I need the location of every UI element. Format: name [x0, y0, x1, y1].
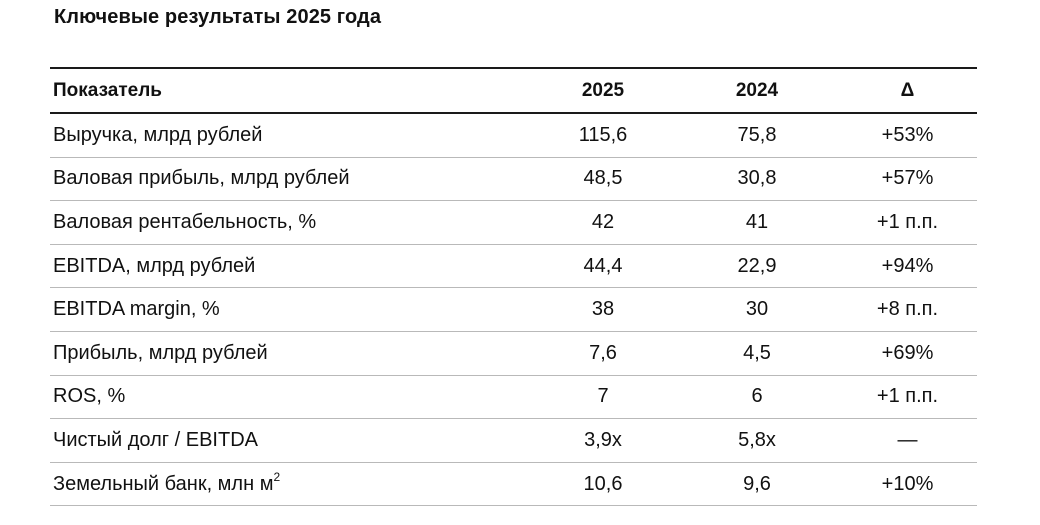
row-indicator: EBITDA margin, % [53, 298, 220, 321]
row-value-2025: 44,4 [583, 254, 623, 277]
row-value-2024: 5,8х [738, 428, 776, 451]
row-value-2025: 115,6 [578, 123, 628, 146]
results-table: Показатель 2025 2024 Δ Выручка, млрд руб… [50, 67, 977, 507]
row-indicator: Валовая рентабельность, % [53, 210, 317, 233]
row-indicator: Земельный банк, млн м [53, 472, 274, 495]
row-indicator: Чистый долг / EBITDA [53, 428, 258, 451]
row-value-2025: 42 [591, 210, 615, 233]
row-delta: +69% [881, 341, 934, 364]
table-row: EBITDA margin, % 38 30 +8 п.п. [50, 288, 977, 332]
row-value-2024: 30,8 [737, 167, 777, 190]
table-row: Выручка, млрд рублей 115,6 75,8 +53% [50, 114, 977, 158]
header-2025: 2025 [581, 79, 625, 101]
row-delta: +10% [881, 472, 934, 495]
superscript-squared: 2 [273, 469, 281, 484]
row-value-2024: 41 [745, 210, 769, 233]
table-row: Чистый долг / EBITDA 3,9х 5,8х — [50, 419, 977, 463]
row-value-2024: 6 [751, 385, 763, 408]
table-row: Валовая прибыль, млрд рублей 48,5 30,8 +… [50, 158, 977, 202]
row-value-2025: 7,6 [589, 341, 617, 364]
row-value-2024: 75,8 [737, 123, 777, 146]
table-row: Валовая рентабельность, % 42 41 +1 п.п. [50, 201, 977, 245]
table-header-row: Показатель 2025 2024 Δ [50, 69, 977, 114]
row-value-2024: 9,6 [743, 472, 771, 495]
table-top-rule [50, 67, 977, 69]
row-delta: +94% [881, 254, 934, 277]
table-row: EBITDA, млрд рублей 44,4 22,9 +94% [50, 245, 977, 289]
row-value-2024: 30 [745, 298, 769, 321]
row-indicator: Валовая прибыль, млрд рублей [53, 167, 350, 190]
row-value-2025: 48,5 [583, 167, 623, 190]
row-indicator: Прибыль, млрд рублей [53, 341, 268, 364]
table-row: Земельный банк, млн м2 10,6 9,6 +10% [50, 463, 977, 507]
row-value-2024: 22,9 [737, 254, 777, 277]
row-value-2024: 4,5 [743, 341, 771, 364]
header-2024: 2024 [735, 79, 779, 101]
row-indicator: EBITDA, млрд рублей [53, 254, 256, 277]
row-indicator-wrap: Земельный банк, млн м2 [50, 469, 530, 496]
page-title: Ключевые результаты 2025 года [54, 6, 382, 28]
row-indicator: ROS, % [53, 385, 126, 408]
table-row: ROS, % 7 6 +1 п.п. [50, 376, 977, 420]
row-delta: +8 п.п. [876, 298, 939, 321]
header-indicator: Показатель [53, 79, 162, 101]
row-value-2025: 10,6 [583, 472, 623, 495]
table-row: Прибыль, млрд рублей 7,6 4,5 +69% [50, 332, 977, 376]
row-indicator: Выручка, млрд рублей [53, 123, 263, 146]
header-delta: Δ [900, 79, 915, 101]
row-delta: +57% [881, 167, 934, 190]
row-delta: +1 п.п. [876, 210, 939, 233]
row-value-2025: 3,9х [584, 428, 622, 451]
row-delta: — [897, 428, 918, 451]
row-value-2025: 38 [591, 298, 615, 321]
row-delta: +1 п.п. [876, 385, 939, 408]
row-value-2025: 7 [597, 385, 609, 408]
row-delta: +53% [881, 123, 934, 146]
